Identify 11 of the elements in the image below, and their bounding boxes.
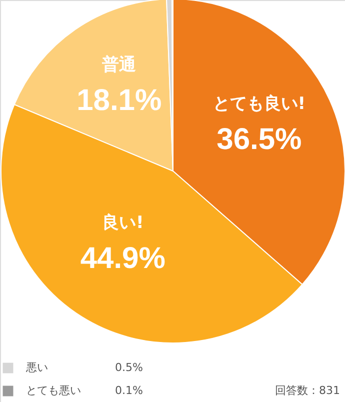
data-label: 36.5% xyxy=(216,122,302,156)
slice-label: 普通 xyxy=(101,54,136,76)
legend-label: とても悪い xyxy=(26,384,81,397)
slice-label: 良い! xyxy=(102,213,144,234)
data-label: 18.1% xyxy=(76,84,162,118)
text: 回答数：831 xyxy=(275,384,340,397)
data-label: 0.5% xyxy=(115,361,143,374)
data-label: 0.1% xyxy=(115,384,143,397)
data-label: 44.9% xyxy=(80,242,166,276)
slice-label: とても良い! xyxy=(212,94,306,114)
legend-label: 悪い xyxy=(25,361,48,374)
